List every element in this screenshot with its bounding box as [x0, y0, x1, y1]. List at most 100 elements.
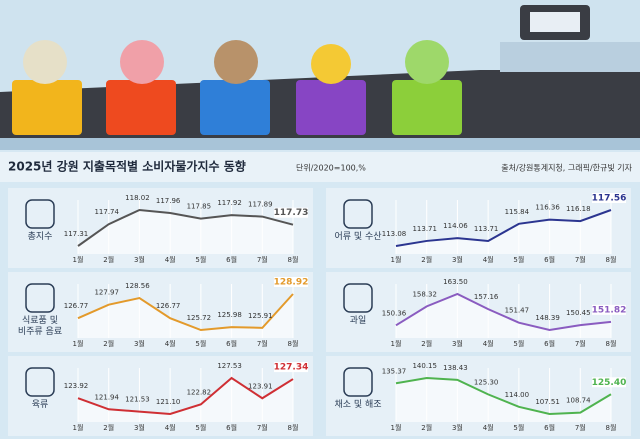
x-tick-label: 4월 [165, 255, 176, 264]
value-label: 123.92 [64, 382, 89, 390]
line-area [396, 378, 611, 422]
x-tick-label: 3월 [452, 255, 463, 264]
food [23, 40, 67, 84]
value-label: 117.31 [64, 230, 89, 238]
value-label: 151.47 [505, 307, 530, 315]
unit: 단위/2020=100,% [296, 163, 366, 173]
chart-title: 육류 [31, 400, 49, 410]
register [500, 5, 640, 72]
x-tick-label: 8월 [288, 255, 299, 264]
x-tick-label: 8월 [606, 255, 617, 264]
x-tick-label: 1월 [73, 339, 84, 348]
value-label: 140.15 [412, 362, 437, 370]
value-label: 125.91 [248, 312, 273, 320]
value-label: 135.37 [382, 367, 407, 375]
value-label: 113.71 [412, 225, 437, 233]
x-tick-label: 7월 [257, 255, 268, 264]
value-label: 107.51 [535, 398, 560, 406]
x-tick-label: 4월 [165, 339, 176, 348]
value-label: 127.97 [94, 289, 119, 297]
value-label: 121.10 [156, 398, 181, 406]
line [395, 209, 612, 247]
x-tick-label: 6월 [544, 255, 555, 264]
x-tick-label: 2월 [103, 423, 114, 432]
line [77, 376, 294, 416]
x-tick-label: 2월 [421, 423, 432, 432]
value-label: 157.16 [474, 293, 499, 301]
value-label: 122.82 [187, 388, 212, 396]
value-label: 125.30 [474, 378, 499, 386]
x-tick-label: 4월 [483, 339, 494, 348]
x-tick-label: 1월 [391, 339, 402, 348]
basket [392, 80, 462, 135]
value-label-box [274, 362, 308, 373]
value-label: 114.06 [443, 222, 468, 230]
x-tick-label: 1월 [391, 255, 402, 264]
x-tick-label: 5월 [195, 423, 206, 432]
x-tick-label: 8월 [606, 423, 617, 432]
x-tick-label: 4월 [483, 423, 494, 432]
x-tick-label: 7월 [575, 339, 586, 348]
x-tick-label: 7월 [575, 423, 586, 432]
x-tick-label: 5월 [195, 255, 206, 264]
x-tick-label: 2월 [103, 255, 114, 264]
value-label: 117.56 [592, 194, 627, 204]
x-tick-label: 5월 [513, 255, 524, 264]
value-label: 150.45 [566, 309, 591, 317]
x-tick-label: 5월 [513, 423, 524, 432]
x-tick-label: 6월 [544, 423, 555, 432]
value-label-box [274, 207, 308, 218]
line [77, 208, 294, 247]
value-label: 121.53 [125, 396, 150, 404]
value-label: 138.43 [443, 364, 468, 372]
x-tick-label: 7월 [257, 339, 268, 348]
line [395, 292, 612, 332]
x-tick-label: 6월 [226, 339, 237, 348]
x-tick-label: 3월 [134, 255, 145, 264]
x-tick-label: 3월 [134, 339, 145, 348]
value-label: 128.56 [125, 282, 150, 290]
chart-title: 채소 및 해조 [334, 400, 382, 410]
basket [12, 80, 82, 135]
chart-title: 총지수 [27, 232, 53, 242]
x-tick-label: 3월 [134, 423, 145, 432]
value-label: 121.94 [94, 393, 119, 401]
x-tick-label: 1월 [73, 255, 84, 264]
line-area [78, 210, 293, 254]
chart-title: 과일 [349, 316, 367, 326]
value-label: 118.02 [125, 194, 150, 202]
chart-title: 식료품 및 비주류 음료 [17, 316, 63, 337]
title-bar [0, 152, 640, 182]
food [311, 44, 351, 84]
x-tick-label: 4월 [165, 423, 176, 432]
value-label-box [592, 377, 626, 388]
x-tick-label: 6월 [226, 255, 237, 264]
icon [343, 367, 373, 397]
x-tick-label: 3월 [452, 339, 463, 348]
x-tick-label: 1월 [73, 423, 84, 432]
value-label: 126.77 [64, 302, 89, 310]
line-area [78, 294, 293, 338]
basket [106, 80, 176, 135]
icon [25, 283, 55, 313]
value-label: 108.74 [566, 397, 591, 405]
value-label: 116.36 [535, 204, 560, 212]
value-label: 117.74 [94, 208, 119, 216]
value-label: 114.00 [505, 391, 530, 399]
food [214, 40, 258, 84]
value-label-box [592, 193, 626, 203]
x-tick-label: 8월 [288, 423, 299, 432]
page-title: 2025년 강원 지출목적별 소비자물가지수 동향 [8, 159, 246, 174]
x-tick-label: 3월 [452, 423, 463, 432]
value-label: 116.18 [566, 205, 591, 213]
line [395, 376, 612, 416]
value-label: 163.50 [443, 278, 468, 286]
x-tick-label: 8월 [288, 339, 299, 348]
value-label: 125.40 [592, 378, 627, 388]
value-label: 123.91 [248, 382, 273, 390]
icon [25, 199, 55, 229]
screen [530, 12, 580, 32]
value-label: 125.72 [187, 314, 212, 322]
x-tick-label: 7월 [257, 423, 268, 432]
